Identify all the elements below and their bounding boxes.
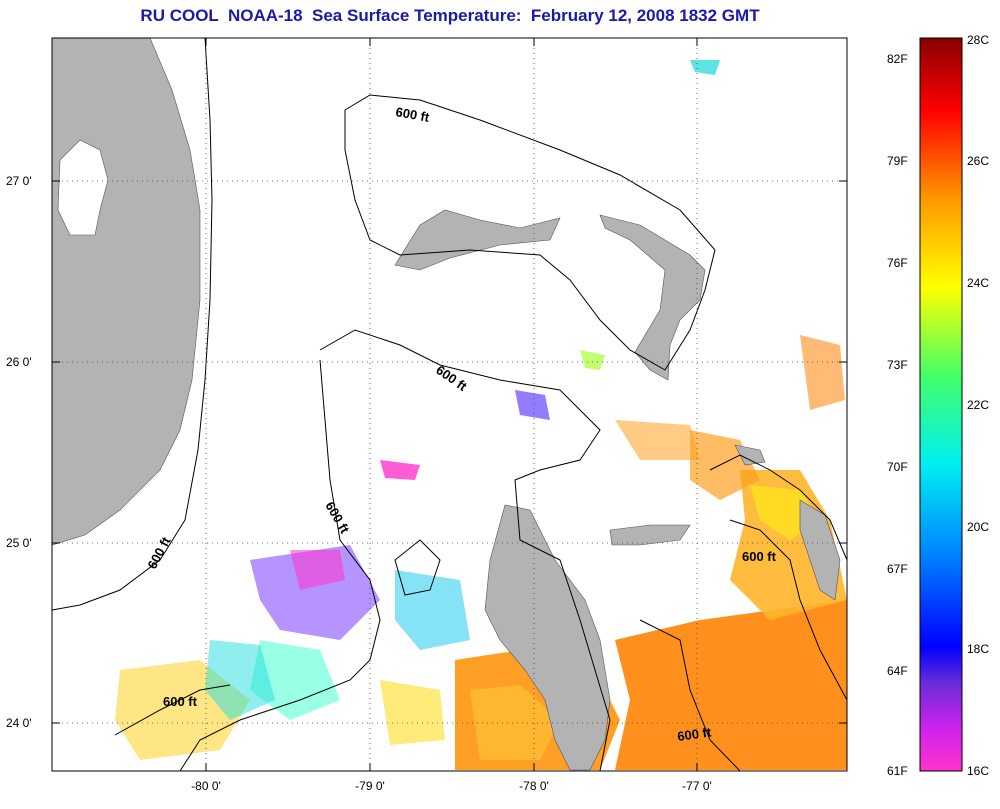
sst-patch-west-cluster: [250, 545, 380, 640]
grid-lines: [52, 38, 847, 771]
colorbar-f-label: 67F: [887, 562, 908, 576]
colorbar-f-label: 70F: [887, 460, 908, 474]
lake-okeechobee: [57, 139, 109, 236]
contour-south: [639, 619, 741, 771]
sst-patch-north-east-spots: [800, 335, 845, 410]
colorbar-c-label: 22C: [967, 398, 989, 412]
colorbar-f-label: 76F: [887, 256, 908, 270]
sst-patches: [115, 60, 847, 770]
contours-600ft: [52, 38, 847, 771]
land-small-east: [734, 444, 766, 466]
colorbar-c-label: 18C: [967, 642, 989, 656]
sst-patch-mid-magenta: [380, 460, 420, 480]
sst-patch-mid-green: [580, 350, 605, 370]
lat-tick-label: 25 0': [6, 536, 32, 550]
land-andros: [484, 504, 611, 771]
colorbar-f-label: 64F: [887, 664, 908, 678]
sst-patch-central-yellow: [380, 680, 445, 745]
sst-patch-mid-orange: [615, 420, 700, 460]
colorbar-c-label: 20C: [967, 520, 989, 534]
land-grand-bahama: [394, 209, 561, 271]
map-title: RU COOL NOAA-18 Sea Surface Temperature:…: [140, 6, 760, 25]
land-florida: [52, 38, 201, 546]
lat-tick-label: 26 0': [6, 355, 32, 369]
colorbar-f-label: 82F: [887, 52, 908, 66]
land-exuma: [799, 499, 841, 601]
lon-tick-label: -78 0': [519, 779, 549, 793]
contour-label: 600 ft: [163, 694, 198, 709]
land-great-abaco: [599, 214, 706, 381]
colorbar-c-label: 16C: [967, 764, 989, 778]
colorbar-f-label: 79F: [887, 154, 908, 168]
colorbar-c-label: 24C: [967, 276, 989, 290]
colorbar-c-label: 28C: [967, 33, 989, 47]
sst-patch-sw-cyan: [205, 640, 275, 720]
lon-axis-labels: -80 0' -79 0' -78 0' -77 0': [191, 779, 712, 793]
colorbar-f-label: 61F: [887, 764, 908, 778]
land-eleuthera: [609, 524, 691, 546]
map-content: [52, 38, 847, 771]
colorbar: 82F 79F 76F 73F 70F 67F 64F 61F 28C 26C …: [887, 33, 989, 778]
sst-patch-west-magenta: [290, 550, 345, 590]
contour-label: 600 ft: [742, 549, 777, 564]
colorbar-celsius-labels: 28C 26C 24C 22C 20C 18C 16C: [967, 33, 989, 778]
lat-tick-label: 27 0': [6, 174, 32, 188]
contour-label: 600 ft: [394, 104, 431, 125]
lon-tick-label: -80 0': [191, 779, 221, 793]
contour-sw-line: [114, 684, 231, 736]
contour-florida-shelf: [52, 38, 213, 611]
sst-patch-south-central-light: [470, 685, 560, 760]
lon-tick-label: -79 0': [355, 779, 385, 793]
contour-great-bahama-bank: [319, 329, 611, 771]
contour-label: 600 ft: [433, 362, 470, 394]
lon-tick-label: -77 0': [682, 779, 712, 793]
contour-label: 600 ft: [322, 499, 352, 536]
sst-patch-mid-blue: [515, 390, 550, 420]
contour-west-bank: [179, 359, 381, 771]
lat-axis-labels: 24 0' 25 0' 26 0' 27 0': [6, 174, 32, 730]
sst-patch-north-cyan: [690, 60, 720, 75]
colorbar-f-label: 73F: [887, 358, 908, 372]
contour-exuma-inner: [729, 519, 847, 701]
contour-label: 600 ft: [676, 724, 712, 744]
colorbar-c-label: 26C: [967, 154, 989, 168]
sst-patch-central-cyan: [395, 570, 470, 650]
contour-exuma-sound: [709, 454, 847, 561]
colorbar-fahrenheit-labels: 82F 79F 76F 73F 70F 67F 64F 61F: [887, 52, 908, 778]
sst-patch-southeast: [615, 600, 847, 770]
plot-frame: [51, 37, 848, 772]
contour-little-bahama-bank: [344, 94, 716, 371]
contour-tongue: [394, 539, 441, 596]
colorbar-ramp: [919, 37, 963, 772]
axis-ticks: [52, 38, 847, 771]
contour-label: 600 ft: [144, 534, 174, 572]
lat-tick-label: 24 0': [6, 716, 32, 730]
